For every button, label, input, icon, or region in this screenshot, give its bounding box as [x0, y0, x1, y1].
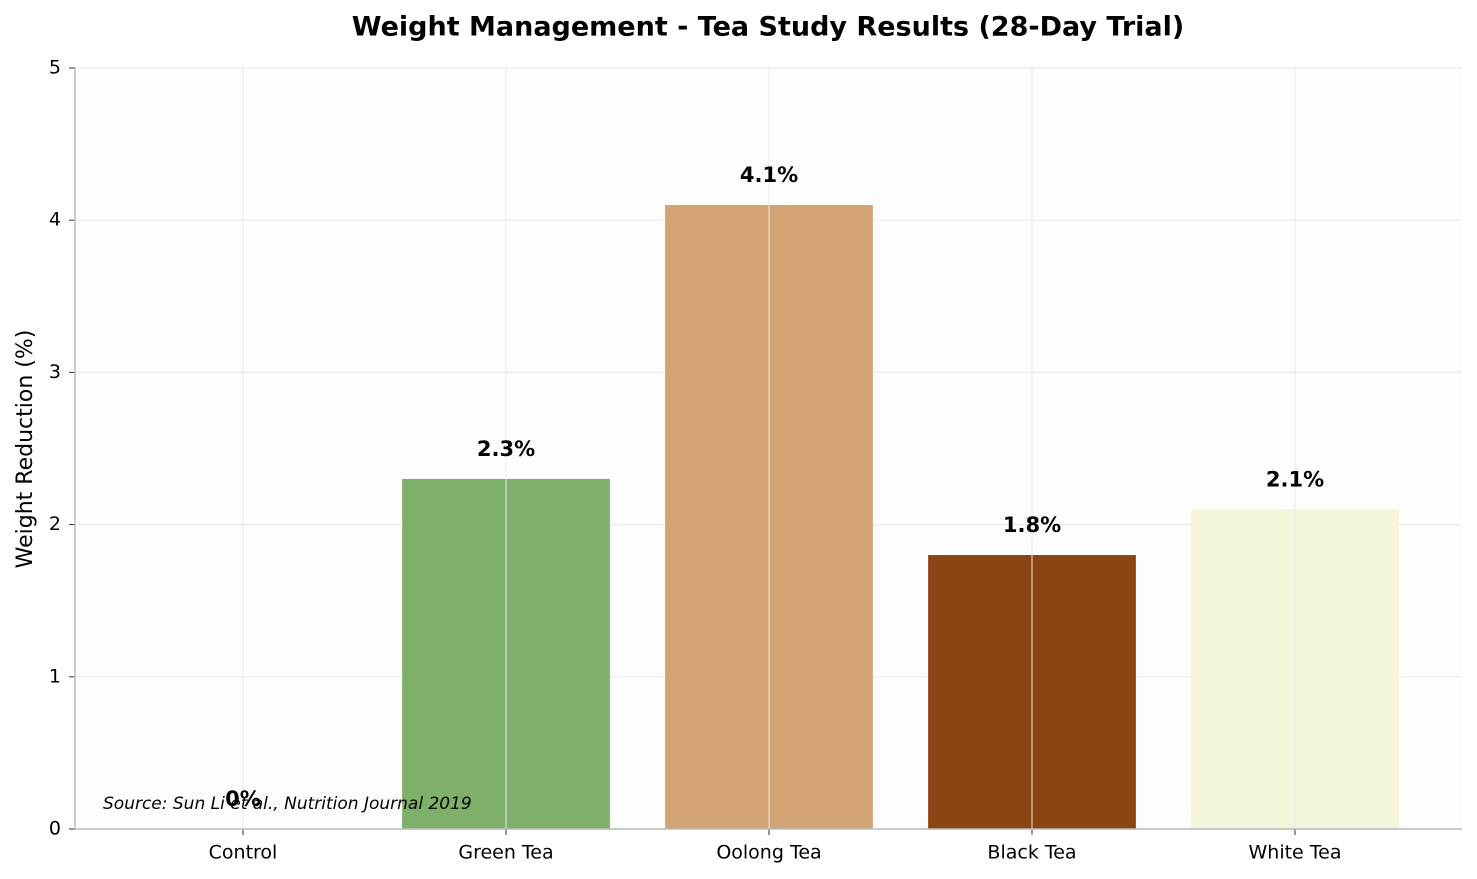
y-tick-label: 1 — [49, 665, 61, 687]
y-tick-label: 0 — [49, 818, 61, 840]
y-tick-label: 4 — [49, 209, 61, 231]
x-tick-label: Control — [209, 842, 278, 864]
source-note: Source: Sun Li et al., Nutrition Journal… — [103, 794, 472, 814]
x-tick-label: Oolong Tea — [716, 842, 821, 864]
chart-title: Weight Management - Tea Study Results (2… — [352, 12, 1184, 43]
value-label: 2.1% — [1266, 467, 1324, 491]
value-label: 2.3% — [477, 437, 535, 461]
x-tick-label: Green Tea — [458, 842, 553, 864]
value-label: 0% — [225, 787, 261, 811]
y-tick-label: 2 — [49, 513, 61, 535]
y-tick-label: 5 — [49, 57, 61, 79]
value-label: 4.1% — [740, 163, 798, 187]
x-tick-label: White Tea — [1249, 842, 1342, 864]
y-tick-label: 3 — [49, 361, 61, 383]
y-axis-label: Weight Reduction (%) — [13, 330, 38, 569]
x-tick-label: Black Tea — [987, 842, 1076, 864]
value-label: 1.8% — [1003, 513, 1061, 537]
